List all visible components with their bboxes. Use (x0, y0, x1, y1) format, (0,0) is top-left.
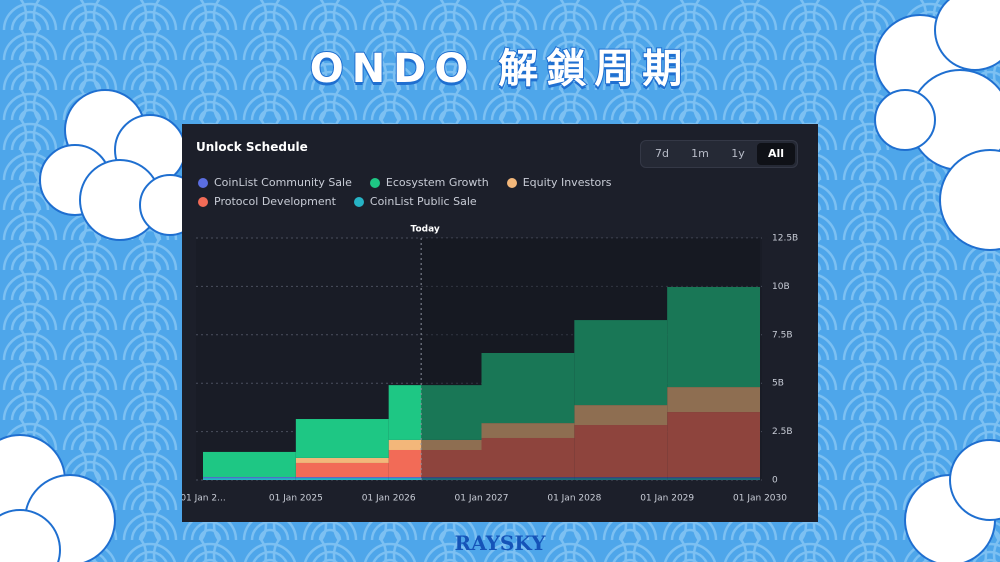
legend-label: Protocol Development (214, 195, 336, 208)
step-area (295, 478, 389, 480)
y-tick-label: 2.5B (772, 427, 793, 437)
step-area (295, 419, 389, 458)
legend-swatch (506, 177, 517, 188)
legend: CoinList Community Sale Ecosystem Growth E… (198, 176, 758, 208)
y-tick-label: 0 (772, 476, 778, 486)
step-area (481, 437, 575, 478)
step-area (574, 477, 668, 479)
step-area (667, 286, 760, 388)
step-area (388, 439, 482, 450)
legend-item[interactable]: CoinList Community Sale (198, 176, 352, 189)
step-area (388, 385, 482, 440)
step-area (388, 477, 482, 479)
x-tick-label: 01 Jan 2... (182, 494, 226, 504)
future-shade (421, 238, 760, 480)
step-area (481, 478, 575, 480)
step-area (481, 477, 575, 479)
step-area (388, 478, 482, 480)
legend-item[interactable]: Protocol Development (198, 195, 336, 208)
legend-label: CoinList Public Sale (369, 195, 477, 208)
step-area (295, 457, 389, 463)
legend-item[interactable]: CoinList Public Sale (353, 195, 477, 208)
y-tick-label: 10B (772, 282, 790, 292)
step-area (667, 477, 760, 479)
step-area (574, 405, 668, 426)
range-button[interactable]: 7d (655, 147, 669, 160)
today-label: Today (411, 225, 440, 235)
step-area (574, 478, 668, 480)
step-area (574, 425, 668, 478)
x-tick-label: 01 Jan 2030 (733, 494, 787, 504)
step-area (574, 320, 668, 406)
step-area (203, 451, 296, 478)
legend-label: Ecosystem Growth (385, 176, 489, 189)
range-selector: 7d 1m 1y All (640, 140, 798, 168)
step-area (388, 449, 482, 478)
step-area (667, 478, 760, 480)
y-tick-label: 12.5B (772, 234, 798, 244)
step-area (295, 462, 389, 478)
x-tick-label: 01 Jan 2029 (640, 494, 694, 504)
range-button[interactable]: 1m (691, 147, 709, 160)
step-area (203, 477, 296, 479)
range-button[interactable]: 1y (731, 147, 745, 160)
y-tick-label: 7.5B (772, 330, 793, 340)
step-area (481, 423, 575, 438)
x-tick-label: 01 Jan 2027 (455, 494, 509, 504)
step-area (295, 477, 389, 479)
legend-item[interactable]: Equity Investors (506, 176, 612, 189)
x-tick-label: 01 Jan 2025 (269, 494, 323, 504)
x-tick-label: 01 Jan 2028 (547, 494, 601, 504)
legend-swatch (369, 177, 380, 188)
chart-panel: 0 2.5B 5B 7.5B 10B 12.5B Today 01 Jan 2... 01 Ja… (182, 124, 818, 522)
y-tick-label: 5B (772, 379, 784, 389)
step-area (667, 412, 760, 478)
page-title: ONDO 解鎖周期 (309, 45, 691, 93)
chart: 0 2.5B 5B 7.5B 10B 12.5B Today 01 Jan 2... 01 Ja… (182, 225, 798, 504)
step-area (481, 352, 575, 424)
legend-swatch (353, 196, 364, 207)
step-area (203, 478, 296, 480)
legend-label: CoinList Community Sale (214, 176, 352, 189)
legend-item[interactable]: Ecosystem Growth (369, 176, 489, 189)
legend-label: Equity Investors (522, 176, 612, 189)
range-button[interactable]: All (757, 143, 795, 165)
brand: RAYSKY (454, 531, 546, 555)
x-tick-label: 01 Jan 2026 (362, 494, 416, 504)
legend-swatch (198, 177, 208, 188)
step-area (667, 387, 760, 413)
panel-title: Unlock Schedule (196, 140, 308, 154)
legend-swatch (198, 196, 208, 207)
